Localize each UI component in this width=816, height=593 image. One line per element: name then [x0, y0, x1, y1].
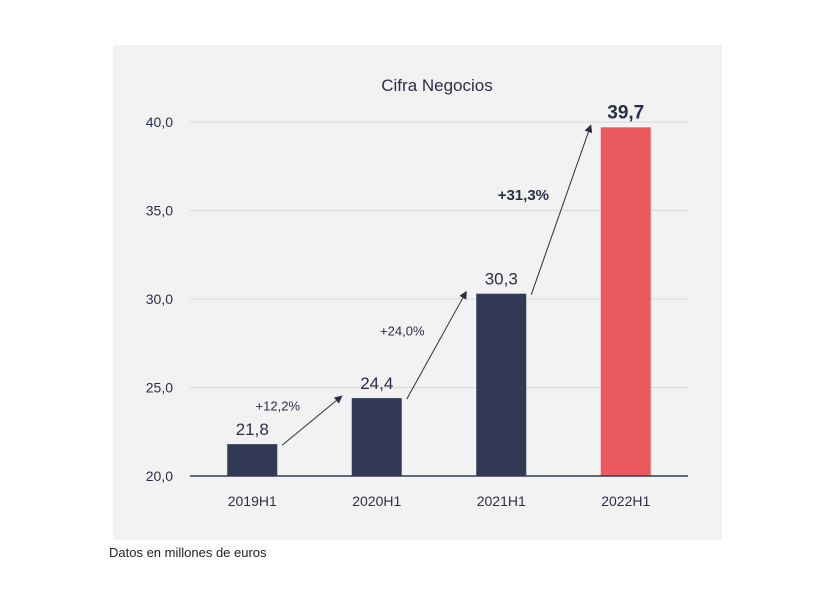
growth-label: +31,3%: [498, 187, 549, 204]
bar-2021h1: [476, 293, 527, 476]
bar-2019h1: [227, 444, 278, 476]
y-tick-label: 20,0: [146, 468, 173, 484]
x-tick-label: 2021H1: [477, 493, 526, 509]
bar-2022h1: [600, 127, 651, 476]
x-tick-label: 2020H1: [352, 493, 401, 509]
chart-panel: Cifra Negocios 20,0 25,0 30,0 35,0 40,0 21,8 20…: [113, 45, 722, 540]
value-label: 24,4: [360, 374, 393, 393]
y-tick-label: 25,0: [146, 380, 173, 396]
growth-label: +12,2%: [256, 399, 301, 414]
growth-arrow: [281, 395, 343, 446]
y-tick-label: 30,0: [146, 291, 173, 307]
growth-arrow: [406, 290, 467, 400]
x-tick-label: 2022H1: [601, 493, 650, 509]
value-label: 21,8: [236, 420, 269, 439]
x-tick-label: 2019H1: [228, 493, 277, 509]
growth-arrow: [530, 124, 593, 295]
y-tick-label: 35,0: [146, 203, 173, 219]
value-label: 30,3: [485, 270, 518, 289]
bar-2020h1: [351, 398, 402, 476]
growth-label: +24,0%: [380, 323, 425, 338]
value-label: 39,7: [607, 102, 644, 123]
footnote: Datos en millones de euros: [109, 545, 267, 560]
bar-chart: Cifra Negocios 20,0 25,0 30,0 35,0 40,0 21,8 20…: [146, 76, 688, 509]
y-tick-label: 40,0: [146, 114, 173, 130]
chart-title: Cifra Negocios: [381, 76, 493, 95]
